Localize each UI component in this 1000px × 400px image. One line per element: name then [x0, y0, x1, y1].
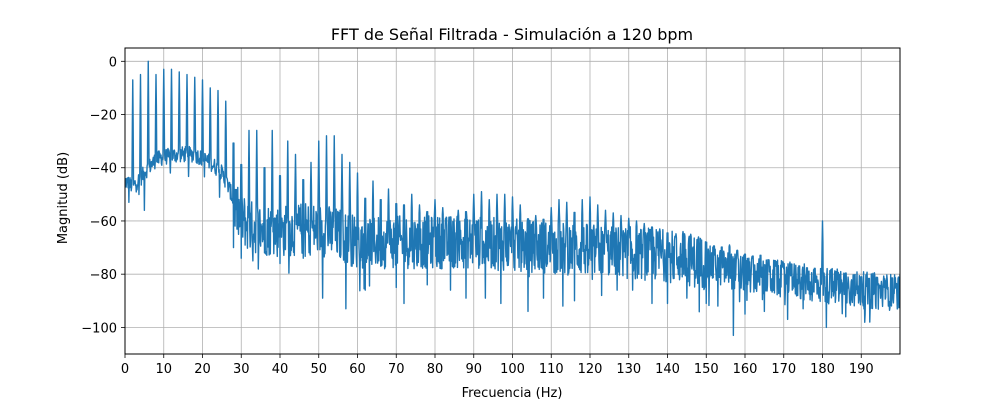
- fft-magnitude-line: [125, 60, 900, 337]
- chart-title: FFT de Señal Filtrada - Simulación a 120…: [331, 25, 693, 44]
- x-tick-label: 170: [771, 362, 796, 377]
- y-tick-label: −40: [90, 162, 117, 177]
- x-tick-label: 190: [849, 362, 874, 377]
- plot-area: [125, 60, 900, 337]
- x-tick-label: 20: [194, 362, 211, 377]
- x-tick-label: 70: [388, 362, 405, 377]
- x-tick-label: 60: [349, 362, 366, 377]
- y-tick-label: −60: [90, 215, 117, 230]
- x-tick-label: 130: [616, 362, 641, 377]
- x-tick-label: 180: [810, 362, 835, 377]
- x-tick-label: 40: [272, 362, 289, 377]
- x-tick-label: 140: [655, 362, 680, 377]
- x-tick-label: 150: [694, 362, 719, 377]
- y-tick-label: −80: [90, 268, 117, 283]
- x-tick-label: 50: [310, 362, 327, 377]
- x-tick-label: 10: [155, 362, 172, 377]
- y-tick-label: 0: [109, 55, 117, 70]
- x-tick-label: 120: [578, 362, 603, 377]
- y-tick-label: −20: [90, 109, 117, 124]
- y-tick-label: −100: [81, 321, 117, 336]
- x-tick-label: 90: [465, 362, 482, 377]
- x-tick-label: 110: [539, 362, 564, 377]
- x-axis-label: Frecuencia (Hz): [462, 386, 563, 400]
- x-tick-label: 80: [427, 362, 444, 377]
- y-axis-label: Magnitud (dB): [56, 152, 71, 244]
- x-tick-label: 160: [733, 362, 758, 377]
- x-tick-label: 100: [500, 362, 525, 377]
- x-axis: 0 10 20 30 40 50 60 70 80 90 100 110 120 130 140 150 160…: [121, 354, 874, 377]
- x-tick-label: 0: [121, 362, 129, 377]
- x-tick-label: 30: [233, 362, 250, 377]
- y-axis: 0 −20 −40 −60 −80 −100: [81, 55, 125, 336]
